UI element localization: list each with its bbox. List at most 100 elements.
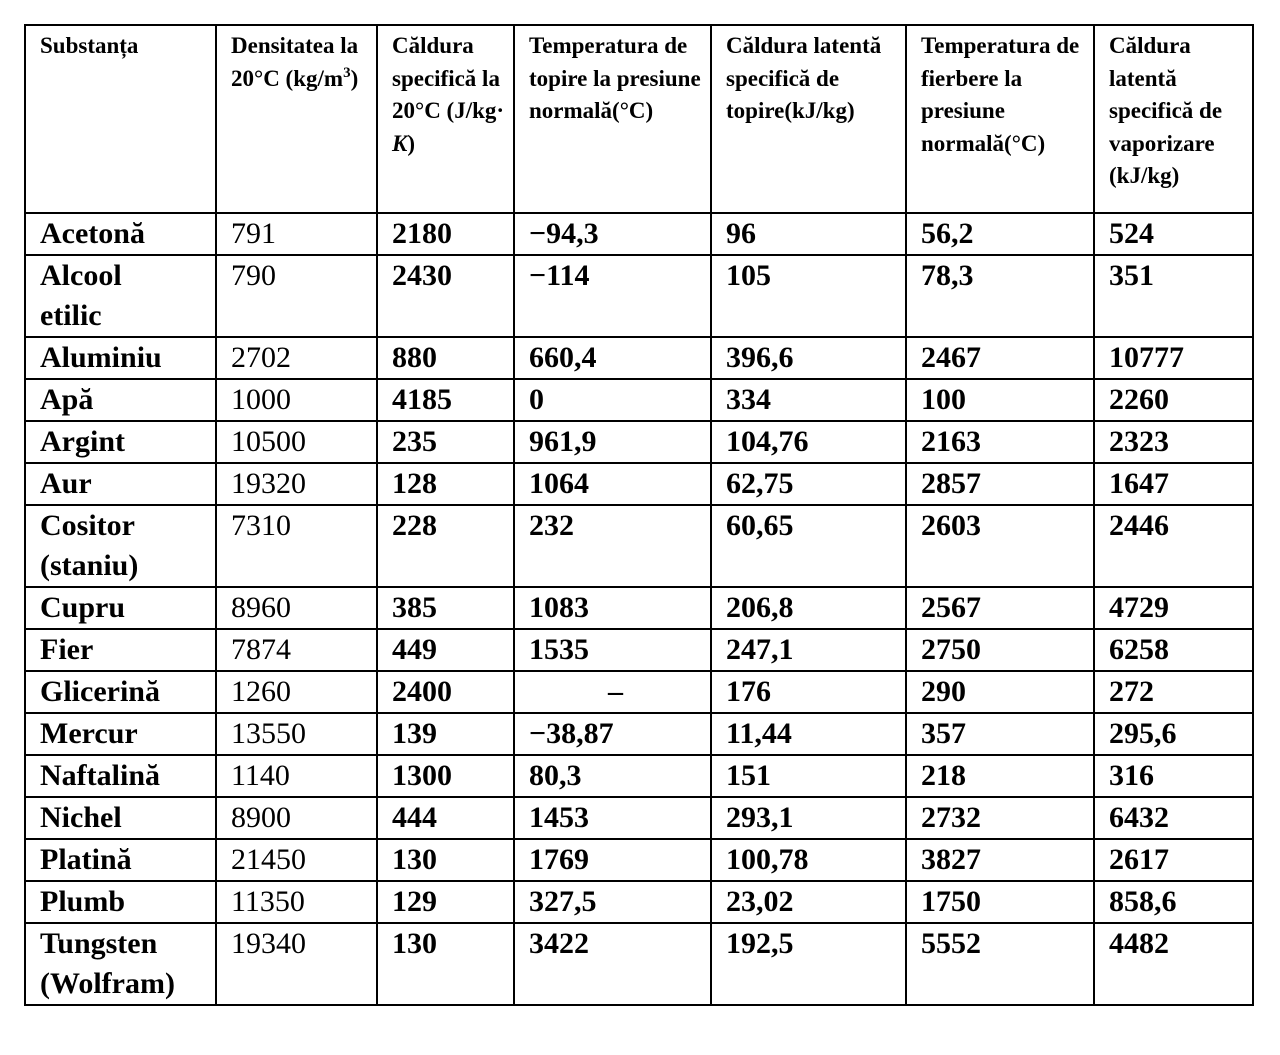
cell-melting-temp: −94,3 — [513, 212, 712, 256]
cell-latent-vaporization: 2260 — [1093, 378, 1254, 422]
table-row: Nichel 8900 444 1453 293,1 2732 6432 — [24, 796, 1254, 840]
header-latent-vaporization-label: Căldura latentă specifică de vaporizare … — [1109, 33, 1223, 189]
cell-specific-heat: 130 — [376, 922, 515, 1006]
table-row: Fier 7874 449 1535 247,1 2750 6258 — [24, 628, 1254, 672]
cell-boiling-temp: 3827 — [905, 838, 1095, 882]
cell-substance: Cupru — [24, 586, 217, 630]
cell-latent-melting: 293,1 — [710, 796, 907, 840]
header-specific-heat: Căldura specifică la 20°C (J/kg· K) — [376, 24, 515, 214]
cell-melting-temp: −114 — [513, 254, 712, 338]
cell-density: 791 — [215, 212, 378, 256]
cell-melting-temp: 660,4 — [513, 336, 712, 380]
cell-density: 13550 — [215, 712, 378, 756]
cell-specific-heat: 2180 — [376, 212, 515, 256]
header-row: Substanța Densitatea la 20°C (kg/m3) Căl… — [24, 24, 1254, 214]
header-specific-heat-unit: K — [392, 130, 408, 156]
cell-specific-heat: 444 — [376, 796, 515, 840]
cell-substance: Cositor (staniu) — [24, 504, 217, 588]
cell-latent-vaporization: 2323 — [1093, 420, 1254, 464]
cell-latent-melting: 62,75 — [710, 462, 907, 506]
header-specific-heat-label: Căldura specifică la 20°C (J/kg· — [392, 33, 505, 124]
cell-latent-vaporization: 6432 — [1093, 796, 1254, 840]
cell-boiling-temp: 2567 — [905, 586, 1095, 630]
cell-substance: Alcool etilic — [24, 254, 217, 338]
cell-specific-heat: 1300 — [376, 754, 515, 798]
table-row: Argint 10500 235 961,9 104,76 2163 2323 — [24, 420, 1254, 464]
table-row: Aur 19320 128 1064 62,75 2857 1647 — [24, 462, 1254, 506]
header-melting-temp: Temperatura de topire la presiune normal… — [513, 24, 712, 214]
cell-latent-melting: 176 — [710, 670, 907, 714]
cell-latent-melting: 104,76 — [710, 420, 907, 464]
cell-melting-temp: 327,5 — [513, 880, 712, 924]
cell-melting-temp: 1083 — [513, 586, 712, 630]
cell-substance: Argint — [24, 420, 217, 464]
cell-density: 10500 — [215, 420, 378, 464]
cell-latent-vaporization: 316 — [1093, 754, 1254, 798]
cell-melting-temp: 232 — [513, 504, 712, 588]
header-melting-temp-label: Temperatura de topire la presiune normal… — [529, 33, 701, 124]
table-row: Naftalină 1140 1300 80,3 151 218 316 — [24, 754, 1254, 798]
cell-density: 2702 — [215, 336, 378, 380]
cell-boiling-temp: 2603 — [905, 504, 1095, 588]
cell-melting-temp: 1064 — [513, 462, 712, 506]
cell-density: 8960 — [215, 586, 378, 630]
cell-latent-vaporization: 6258 — [1093, 628, 1254, 672]
cell-specific-heat: 235 — [376, 420, 515, 464]
header-substance-label: Substanța — [40, 33, 139, 58]
header-latent-vaporization: Căldura latentă specifică de vaporizare … — [1093, 24, 1254, 214]
cell-boiling-temp: 218 — [905, 754, 1095, 798]
cell-substance: Plumb — [24, 880, 217, 924]
cell-specific-heat: 129 — [376, 880, 515, 924]
cell-specific-heat: 2430 — [376, 254, 515, 338]
substance-properties-table: Substanța Densitatea la 20°C (kg/m3) Căl… — [24, 24, 1254, 1006]
cell-latent-vaporization: 272 — [1093, 670, 1254, 714]
table-row: Mercur 13550 139 −38,87 11,44 357 295,6 — [24, 712, 1254, 756]
table-body: Acetonă 791 2180 −94,3 96 56,2 524 Alcoo… — [24, 212, 1254, 1006]
cell-latent-melting: 192,5 — [710, 922, 907, 1006]
cell-melting-temp: 3422 — [513, 922, 712, 1006]
table-row: Platină 21450 130 1769 100,78 3827 2617 — [24, 838, 1254, 882]
cell-specific-heat: 128 — [376, 462, 515, 506]
header-density-exponent: 3 — [343, 64, 351, 81]
table-row: Cupru 8960 385 1083 206,8 2567 4729 — [24, 586, 1254, 630]
cell-specific-heat: 139 — [376, 712, 515, 756]
cell-latent-melting: 334 — [710, 378, 907, 422]
cell-specific-heat: 385 — [376, 586, 515, 630]
cell-latent-melting: 151 — [710, 754, 907, 798]
header-density: Densitatea la 20°C (kg/m3) — [215, 24, 378, 214]
cell-specific-heat: 4185 — [376, 378, 515, 422]
cell-boiling-temp: 5552 — [905, 922, 1095, 1006]
cell-latent-vaporization: 351 — [1093, 254, 1254, 338]
cell-substance: Apă — [24, 378, 217, 422]
cell-latent-melting: 105 — [710, 254, 907, 338]
cell-density: 1260 — [215, 670, 378, 714]
cell-latent-melting: 247,1 — [710, 628, 907, 672]
cell-substance: Aur — [24, 462, 217, 506]
cell-substance: Platină — [24, 838, 217, 882]
header-boiling-temp: Temperatura de fierbere la presiune norm… — [905, 24, 1095, 214]
cell-latent-melting: 60,65 — [710, 504, 907, 588]
cell-density: 11350 — [215, 880, 378, 924]
cell-latent-melting: 396,6 — [710, 336, 907, 380]
cell-latent-vaporization: 2446 — [1093, 504, 1254, 588]
cell-melting-temp: 1535 — [513, 628, 712, 672]
cell-substance: Naftalină — [24, 754, 217, 798]
cell-density: 1140 — [215, 754, 378, 798]
cell-density: 790 — [215, 254, 378, 338]
cell-latent-melting: 100,78 — [710, 838, 907, 882]
cell-latent-vaporization: 295,6 — [1093, 712, 1254, 756]
cell-boiling-temp: 2857 — [905, 462, 1095, 506]
header-density-end: ) — [350, 65, 359, 91]
cell-latent-vaporization: 524 — [1093, 212, 1254, 256]
cell-density: 19340 — [215, 922, 378, 1006]
table-row: Plumb 11350 129 327,5 23,02 1750 858,6 — [24, 880, 1254, 924]
cell-density: 8900 — [215, 796, 378, 840]
cell-boiling-temp: 2163 — [905, 420, 1095, 464]
table-row: Acetonă 791 2180 −94,3 96 56,2 524 — [24, 212, 1254, 256]
cell-specific-heat: 2400 — [376, 670, 515, 714]
cell-substance: Nichel — [24, 796, 217, 840]
cell-latent-vaporization: 2617 — [1093, 838, 1254, 882]
table-row: Tungsten (Wolfram) 19340 130 3422 192,5 … — [24, 922, 1254, 1006]
cell-boiling-temp: 1750 — [905, 880, 1095, 924]
header-density-label: Densitatea la 20°C (kg/m — [231, 33, 359, 91]
